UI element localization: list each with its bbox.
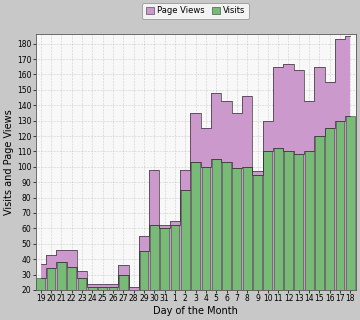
Bar <box>57 262 66 290</box>
Bar <box>109 287 117 290</box>
Bar <box>346 116 355 290</box>
Legend: Page Views, Visits: Page Views, Visits <box>142 3 249 19</box>
Bar <box>78 277 86 290</box>
Bar <box>264 151 272 290</box>
Bar <box>212 159 221 290</box>
Bar <box>274 148 283 290</box>
Bar <box>191 162 200 290</box>
Bar <box>202 167 210 290</box>
Bar <box>325 128 334 290</box>
Y-axis label: Visits and Page Views: Visits and Page Views <box>4 109 14 215</box>
Bar <box>336 121 345 290</box>
Bar <box>36 277 45 290</box>
Bar <box>233 168 241 290</box>
Bar <box>67 267 76 290</box>
Bar <box>305 151 314 290</box>
Bar <box>284 151 293 290</box>
Bar <box>243 167 252 290</box>
Bar <box>119 275 128 290</box>
Bar <box>88 287 97 290</box>
Bar <box>129 290 138 293</box>
Bar <box>160 228 169 290</box>
Bar <box>181 190 190 290</box>
Bar <box>98 287 107 290</box>
Bar <box>315 136 324 290</box>
Bar <box>150 225 159 290</box>
X-axis label: Day of the Month: Day of the Month <box>153 306 238 316</box>
Bar <box>47 268 55 290</box>
Bar <box>171 225 179 290</box>
Bar <box>294 155 303 290</box>
Bar <box>140 252 148 290</box>
Bar <box>253 174 262 290</box>
Bar <box>222 162 231 290</box>
